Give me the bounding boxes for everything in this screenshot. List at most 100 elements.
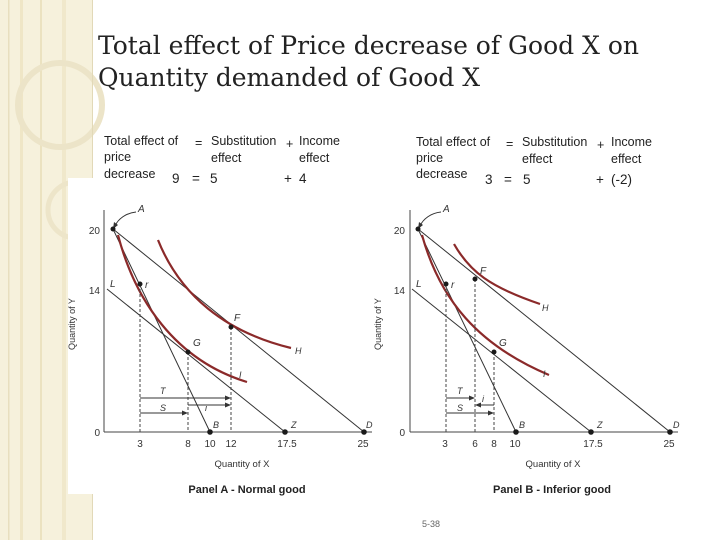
label-l: L — [416, 279, 422, 290]
page-number: 5-38 — [422, 519, 441, 529]
point-a-pointer — [419, 211, 442, 227]
title-line-1: Total effect of Price decrease of Good X… — [98, 31, 639, 60]
total-effect-label: Total effect of — [104, 134, 179, 148]
plus-sign: + — [597, 138, 605, 152]
x-tick-12: 12 — [225, 439, 237, 450]
point-b — [207, 429, 213, 435]
panel-caption: Panel B - Inferior good — [493, 484, 611, 496]
label-r: r — [451, 280, 455, 291]
panel-caption: Panel A - Normal good — [188, 484, 305, 496]
budget-line-original — [417, 228, 517, 433]
point-g — [491, 349, 497, 355]
label-a: A — [442, 204, 450, 215]
label-t: T — [457, 386, 464, 396]
y-tick-14: 14 — [89, 286, 101, 297]
indifference-curve-h — [156, 239, 292, 350]
label-f: F — [234, 313, 241, 324]
decrease-label: decrease — [416, 167, 468, 181]
y-tick-20: 20 — [394, 226, 406, 237]
y-axis-label: Quantity of Y — [373, 298, 383, 350]
x-tick-10: 10 — [204, 439, 216, 450]
label-curve-h: H — [295, 346, 302, 356]
substitution-effect-value: 5 — [523, 172, 531, 187]
income-effect-value: (-2) — [611, 172, 632, 187]
label-g: G — [499, 338, 507, 349]
substitution-label: Substitution — [211, 134, 277, 148]
income-effect-label: effect — [299, 151, 330, 165]
label-b: B — [213, 420, 219, 430]
x-tick-10: 10 — [509, 439, 521, 450]
slide-title: Total effect of Price decrease of Good X… — [98, 30, 698, 94]
label-curve-h: H — [542, 303, 549, 313]
budget-line-compensated — [106, 288, 286, 433]
income-label: Income — [299, 134, 340, 148]
label-l: L — [110, 279, 116, 290]
label-curve-i: I — [543, 369, 546, 379]
plus-sign: + — [286, 137, 294, 151]
y-axis-label: Quantity of Y — [67, 298, 77, 350]
point-a-pointer — [114, 211, 137, 227]
plus-sign-2: + — [284, 171, 292, 186]
x-tick-6: 6 — [472, 439, 478, 450]
point-b — [513, 429, 519, 435]
x-tick-17-5: 17.5 — [277, 439, 297, 450]
equals-sign: = — [195, 136, 203, 150]
substitution-effect-label: effect — [211, 151, 242, 165]
label-g: G — [193, 338, 201, 349]
label-income-i: i — [482, 394, 485, 404]
indifference-curve-h — [453, 243, 541, 306]
point-f — [472, 276, 478, 282]
total-effect-value: 3 — [485, 172, 493, 187]
point-a — [415, 226, 421, 232]
title-line-2: Quantity demanded of Good X — [98, 63, 481, 92]
point-a — [110, 226, 116, 232]
x-tick-3: 3 — [137, 439, 143, 450]
income-effect-label: effect — [611, 152, 642, 166]
income-effect-arrowhead — [225, 402, 231, 408]
point-r — [443, 281, 449, 287]
x-tick-8: 8 — [491, 439, 497, 450]
total-effect-value: 9 — [172, 171, 180, 186]
plus-sign-2: + — [596, 172, 604, 187]
label-r: r — [145, 280, 149, 291]
x-tick-25: 25 — [357, 439, 369, 450]
x-tick-3: 3 — [442, 439, 448, 450]
budget-line-original — [112, 228, 211, 433]
panel-b-graph: A L r F G T S i B Z D H I 20 14 0 3 6 8 … — [373, 204, 680, 496]
label-b: B — [519, 420, 525, 430]
total-effect-label: Total effect of — [416, 135, 491, 149]
substitution-effect-arrowhead — [488, 410, 494, 416]
point-z — [588, 429, 594, 435]
total-effect-arrowhead — [225, 395, 231, 401]
y-tick-0: 0 — [94, 428, 100, 439]
equals-sign-2: = — [192, 171, 200, 186]
income-label: Income — [611, 135, 652, 149]
budget-line-new — [417, 228, 671, 433]
x-axis-label: Quantity of X — [526, 459, 582, 470]
decrease-label: decrease — [104, 167, 156, 181]
budget-line-compensated — [411, 288, 592, 433]
y-tick-20: 20 — [89, 226, 101, 237]
point-d — [667, 429, 673, 435]
substitution-effect-label: effect — [522, 152, 553, 166]
equals-sign-2: = — [504, 172, 512, 187]
label-a: A — [137, 204, 145, 215]
panel-a-graph: A L r F G T S i B Z D H I 20 14 0 3 8 10… — [67, 204, 373, 496]
x-tick-8: 8 — [185, 439, 191, 450]
label-d: D — [366, 420, 373, 430]
label-t: T — [160, 386, 167, 396]
price-label: price — [104, 150, 132, 164]
point-z — [282, 429, 288, 435]
label-f: F — [480, 266, 487, 277]
point-f — [228, 324, 234, 330]
indifference-curve-i — [116, 234, 248, 384]
total-effect-arrowhead — [469, 395, 475, 401]
label-s: S — [160, 403, 166, 413]
x-axis-label: Quantity of X — [215, 459, 271, 470]
label-curve-i: I — [239, 370, 242, 380]
y-tick-0: 0 — [399, 428, 405, 439]
label-s: S — [457, 403, 463, 413]
y-tick-14: 14 — [394, 286, 406, 297]
substitution-effect-arrowhead — [182, 410, 188, 416]
